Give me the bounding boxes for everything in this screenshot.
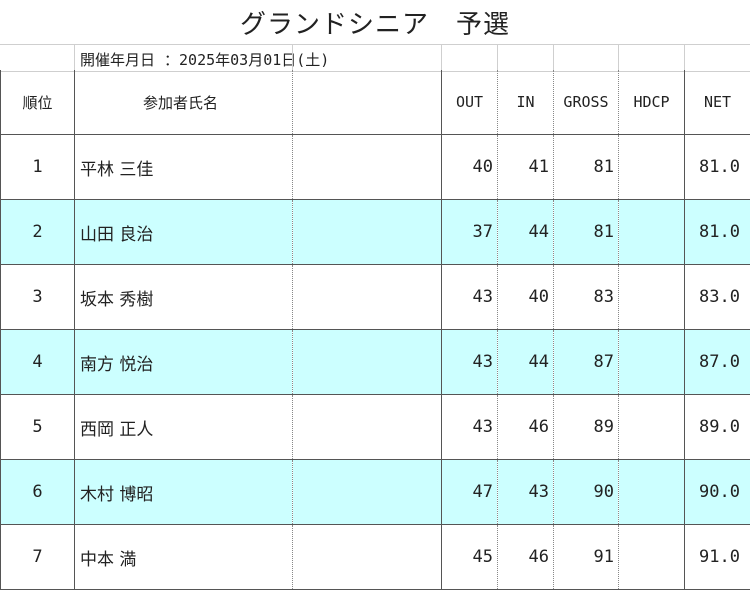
header-in: IN — [498, 70, 554, 135]
hdcp-cell — [619, 395, 685, 460]
header-row: 順位 参加者氏名 OUT IN GROSS HDCP NET — [1, 70, 750, 135]
header-blank — [293, 70, 442, 135]
blank-cell — [293, 460, 442, 525]
net-cell: 91.0 — [685, 525, 750, 590]
in-cell: 46 — [498, 525, 554, 590]
out-cell: 40 — [442, 135, 498, 200]
table-row: 3 坂本 秀樹 43 40 83 83.0 — [1, 265, 750, 330]
rank-cell: 6 — [1, 460, 75, 525]
results-table: 順位 参加者氏名 OUT IN GROSS HDCP NET 1 平林 三佳 4… — [0, 70, 750, 590]
date-row-divider — [292, 44, 293, 70]
net-cell: 90.0 — [685, 460, 750, 525]
gross-cell: 83 — [554, 265, 619, 330]
name-cell: 木村 博昭 — [75, 460, 293, 525]
header-gross: GROSS — [554, 70, 619, 135]
blank-cell — [293, 395, 442, 460]
in-cell: 44 — [498, 200, 554, 265]
blank-cell — [293, 200, 442, 265]
blank-cell — [293, 265, 442, 330]
out-cell: 43 — [442, 330, 498, 395]
net-cell: 89.0 — [685, 395, 750, 460]
out-cell: 43 — [442, 265, 498, 330]
rank-cell: 2 — [1, 200, 75, 265]
out-cell: 43 — [442, 395, 498, 460]
date-row-divider — [618, 44, 619, 70]
date-row-divider — [553, 44, 554, 70]
header-out: OUT — [442, 70, 498, 135]
header-net: NET — [685, 70, 750, 135]
hdcp-cell — [619, 135, 685, 200]
blank-cell — [293, 525, 442, 590]
net-cell: 81.0 — [685, 135, 750, 200]
in-cell: 46 — [498, 395, 554, 460]
gross-cell: 81 — [554, 200, 619, 265]
blank-cell — [293, 330, 442, 395]
net-cell: 87.0 — [685, 330, 750, 395]
name-cell: 平林 三佳 — [75, 135, 293, 200]
hdcp-cell — [619, 330, 685, 395]
table-row: 1 平林 三佳 40 41 81 81.0 — [1, 135, 750, 200]
gross-cell: 81 — [554, 135, 619, 200]
in-cell: 40 — [498, 265, 554, 330]
rank-cell: 3 — [1, 265, 75, 330]
blank-cell — [293, 135, 442, 200]
header-hdcp: HDCP — [619, 70, 685, 135]
hdcp-cell — [619, 200, 685, 265]
table-row: 6 木村 博昭 47 43 90 90.0 — [1, 460, 750, 525]
rank-cell: 5 — [1, 395, 75, 460]
rank-cell: 4 — [1, 330, 75, 395]
rank-cell: 7 — [1, 525, 75, 590]
table-row: 4 南方 悦治 43 44 87 87.0 — [1, 330, 750, 395]
date-row: 開催年月日 ：2025年03月01日(土) — [0, 44, 750, 72]
hdcp-cell — [619, 265, 685, 330]
name-cell: 西岡 正人 — [75, 395, 293, 460]
name-cell: 坂本 秀樹 — [75, 265, 293, 330]
table-row: 2 山田 良治 37 44 81 81.0 — [1, 200, 750, 265]
hdcp-cell — [619, 525, 685, 590]
header-name: 参加者氏名 — [75, 70, 293, 135]
hdcp-cell — [619, 460, 685, 525]
gross-cell: 87 — [554, 330, 619, 395]
in-cell: 41 — [498, 135, 554, 200]
date-row-divider — [74, 44, 75, 70]
out-cell: 37 — [442, 200, 498, 265]
name-cell: 中本 満 — [75, 525, 293, 590]
name-cell: 南方 悦治 — [75, 330, 293, 395]
gross-cell: 90 — [554, 460, 619, 525]
name-cell: 山田 良治 — [75, 200, 293, 265]
in-cell: 43 — [498, 460, 554, 525]
date-row-divider — [684, 44, 685, 70]
page-title: グランドシニア 予選 — [0, 0, 750, 44]
net-cell: 83.0 — [685, 265, 750, 330]
out-cell: 45 — [442, 525, 498, 590]
gross-cell: 91 — [554, 525, 619, 590]
in-cell: 44 — [498, 330, 554, 395]
gross-cell: 89 — [554, 395, 619, 460]
table-row: 7 中本 満 45 46 91 91.0 — [1, 525, 750, 590]
rank-cell: 1 — [1, 135, 75, 200]
table-row: 5 西岡 正人 43 46 89 89.0 — [1, 395, 750, 460]
net-cell: 81.0 — [685, 200, 750, 265]
date-row-divider — [441, 44, 442, 70]
date-row-divider — [497, 44, 498, 70]
out-cell: 47 — [442, 460, 498, 525]
header-rank: 順位 — [1, 70, 75, 135]
